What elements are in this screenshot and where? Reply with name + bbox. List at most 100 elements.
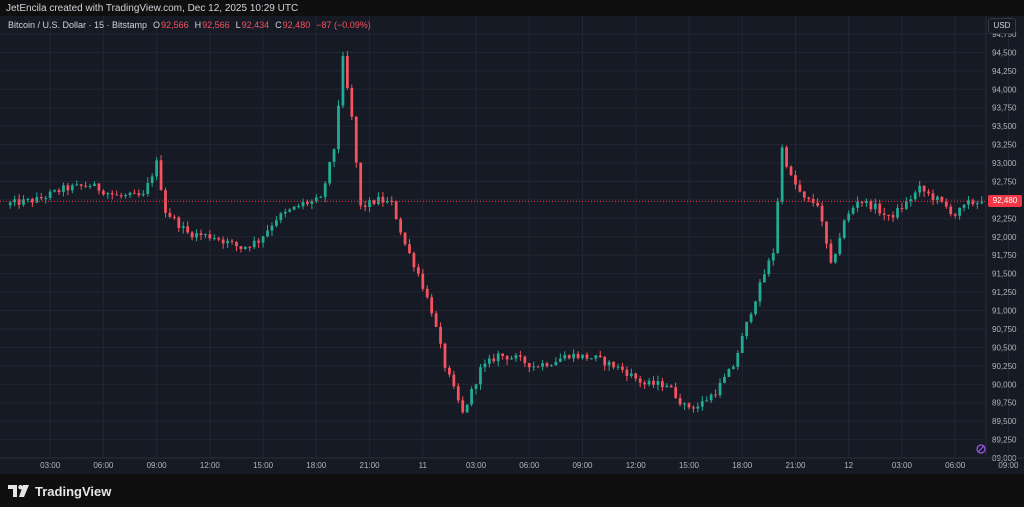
candle-body [456,386,460,401]
candle-body [270,225,274,231]
candle [93,181,96,187]
candle-body [279,213,283,221]
candle [647,378,651,387]
candle-body [638,378,642,383]
candle [70,183,74,194]
candle [150,173,154,187]
candle [527,362,531,373]
candle [496,350,500,367]
x-tick-label: 06:00 [93,461,114,470]
candle-body [159,160,163,191]
candle [75,180,79,186]
candle-body [22,199,25,205]
candle [341,51,345,109]
chart-credit: JetEncila created with TradingView.com, … [6,3,299,14]
candle [186,221,190,235]
candle-body [275,220,278,226]
candle-body [794,175,797,185]
candle [110,190,114,200]
candle [416,263,420,277]
candle-body [492,358,496,362]
candle [470,386,473,407]
candle [558,353,562,363]
candle [195,229,198,242]
candle [31,197,34,207]
candle [226,237,229,248]
candle [909,195,913,207]
candle-body [252,240,256,248]
candle-body [465,404,469,413]
candlestick-chart[interactable]: 89,00089,25089,50089,75090,00090,25090,5… [0,16,1024,474]
candle [230,239,234,245]
candle-body [523,356,527,364]
candle [248,246,252,252]
candle [598,350,602,359]
candle-body [603,357,607,366]
candle [17,194,21,209]
candle-body [283,211,287,214]
currency-button[interactable]: USD [988,18,1016,34]
candle [235,241,238,252]
candle-body [443,343,447,368]
x-tick-label: 03:00 [40,461,61,470]
candle [550,364,553,367]
candle [652,376,655,388]
candle-body [505,355,509,360]
candle [700,395,704,411]
candle [851,205,855,216]
candle [261,235,265,248]
candle [949,203,953,217]
candle-body [958,207,961,216]
candle [479,363,482,390]
candle [944,198,948,210]
candle [798,179,802,193]
tradingview-brand[interactable]: TradingView [8,483,111,499]
candle [106,191,110,199]
candle [448,365,451,378]
candle [363,200,367,212]
candle-body [337,105,340,150]
candle [794,170,797,190]
candle [842,219,846,240]
candle [936,195,939,205]
candle-body [416,267,420,274]
candle-body [576,353,580,359]
candle-body [625,369,629,376]
candle-body [93,183,96,187]
candle-body [785,147,788,167]
candle [873,198,877,214]
candle [922,184,926,197]
candle-body [936,196,939,200]
candle-body [869,201,873,210]
symbol-name: Bitcoin / U.S. Dollar · 15 · Bitstamp [8,20,148,30]
candle-body [922,185,926,192]
candle-body [297,206,300,208]
candle [887,214,890,221]
candle [971,198,975,207]
candle-body [141,193,145,196]
candle [310,199,314,210]
candle [705,396,709,402]
candle [829,239,833,265]
candle-body [425,288,429,298]
candle-body [789,166,793,176]
candle [896,204,899,220]
candle [674,382,678,399]
x-tick-label: 09:00 [572,461,593,470]
y-tick-label: 90,250 [992,362,1017,371]
y-tick-label: 93,000 [992,159,1017,168]
candle-body [88,186,92,188]
chart-panel[interactable]: 89,000 89,250 89,500 89,750 90,000 90,250 90,5… [0,16,1024,474]
candle-body [514,355,518,359]
candle [723,373,726,384]
candle-body [545,363,549,367]
candle [465,404,469,414]
candle [519,350,522,362]
candles [8,51,984,414]
candle-body [319,197,323,199]
candle [155,157,158,181]
candle-body [496,353,500,362]
candle-body [740,335,744,353]
candle [634,372,638,382]
candle-body [146,182,150,194]
